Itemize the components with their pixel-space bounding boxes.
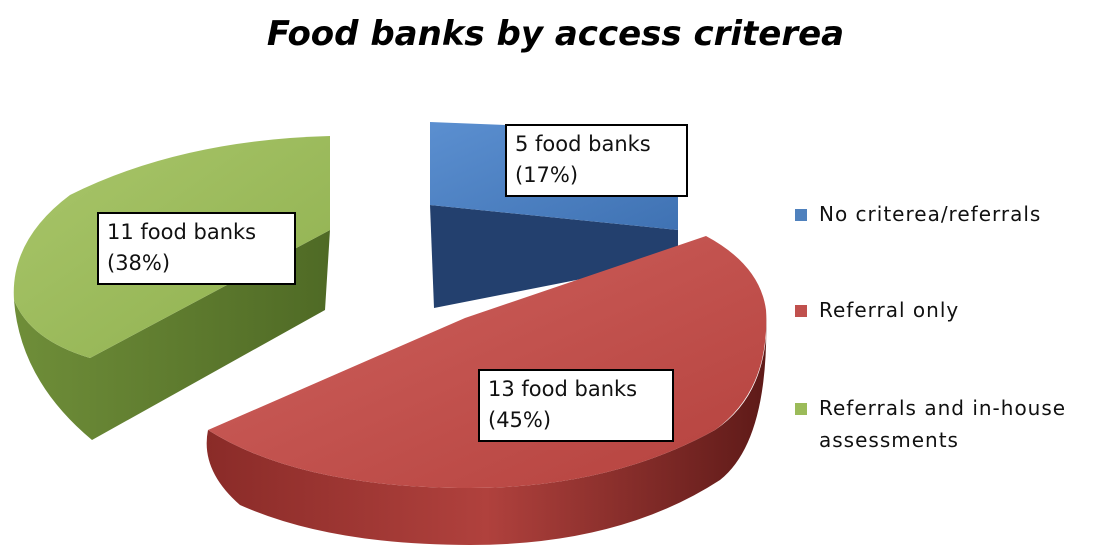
data-label-referral-only-line1: 13 food banks	[488, 377, 638, 401]
chart-title: Food banks by access criterea	[266, 14, 845, 54]
legend-item-referral-only: Referral only	[795, 294, 1109, 326]
legend-label-no-criterea: No criterea/referrals	[819, 202, 1042, 226]
legend-swatch-referrals-assessments	[795, 403, 807, 415]
data-label-referral-only-line2: (45%)	[488, 408, 552, 432]
data-label-referrals-assessments-line1: 11 food banks	[107, 220, 257, 244]
data-label-referral-only: 13 food banks (45%)	[478, 369, 674, 442]
legend-label-referrals-assessments: Referrals and in-house assessments	[819, 396, 1067, 452]
pie-slice-referral-only-side	[206, 310, 767, 545]
data-label-referrals-assessments: 11 food banks (38%)	[97, 212, 296, 285]
data-label-referrals-assessments-line2: (38%)	[107, 251, 171, 275]
legend-label-referral-only: Referral only	[819, 298, 960, 322]
legend-item-no-criterea: No criterea/referrals	[795, 198, 1109, 230]
data-label-no-criterea-line1: 5 food banks	[515, 132, 651, 156]
pie-slice-no-criterea-side	[430, 205, 678, 308]
pie-slice-referrals-assessments	[13, 136, 330, 440]
data-label-no-criterea-line2: (17%)	[515, 163, 579, 187]
legend-swatch-no-criterea	[795, 209, 807, 221]
legend-swatch-referral-only	[795, 305, 807, 317]
data-label-no-criterea: 5 food banks (17%)	[505, 124, 688, 197]
legend-item-referrals-assessments: Referrals and in-house assessments	[795, 392, 1109, 456]
